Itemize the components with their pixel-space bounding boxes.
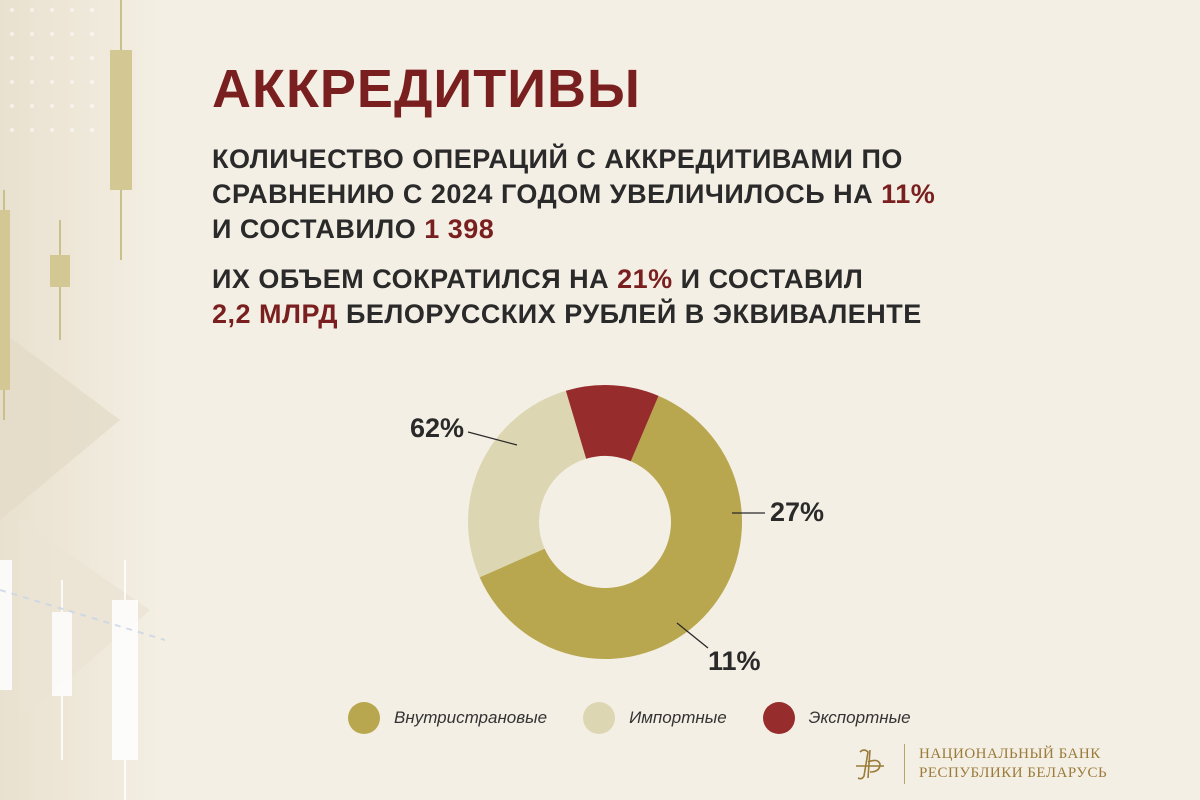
- legend-label-3: Экспортные: [808, 708, 911, 727]
- legend-swatch-2: [583, 702, 616, 734]
- brand-line-1: НАЦИОНАЛЬНЫЙ БАНК: [919, 746, 1101, 762]
- donut-slice-2: [468, 390, 587, 578]
- operations-growth-value: 11%: [881, 179, 936, 209]
- brand-name: НАЦИОНАЛЬНЫЙ БАНК РЕСПУБЛИКИ БЕЛАРУСЬ: [919, 745, 1107, 783]
- legend-swatch-1: [348, 702, 380, 734]
- operations-line-3: И СОСТАВИЛО: [212, 214, 425, 244]
- slice-label-2: 27%: [770, 497, 824, 527]
- operations-count-value: 1 398: [424, 214, 495, 244]
- slice-label-3: 11%: [708, 646, 761, 676]
- brand-line-2: РЕСПУБЛИКИ БЕЛАРУСЬ: [919, 765, 1108, 781]
- background-decoration: [0, 0, 165, 800]
- leader-line-3: [676, 622, 709, 649]
- legend-item-2: Импортные: [583, 702, 727, 734]
- volume-line-1: ИХ ОБЪЕМ СОКРАТИЛСЯ НА: [212, 264, 618, 294]
- operations-line-2: СРАВНЕНИЮ С 2024 ГОДОМ УВЕЛИЧИЛОСЬ НА: [212, 179, 882, 209]
- bank-logo-icon: [856, 749, 884, 780]
- volume-decline-value: 21%: [617, 264, 673, 294]
- legend-item-3: Экспортные: [762, 702, 911, 734]
- volume-summary: ИХ ОБЪЕМ СОКРАТИЛСЯ НА 21% И СОСТАВИЛ 2,…: [212, 262, 922, 332]
- legend-label-2: Импортные: [629, 708, 727, 727]
- volume-line-2: БЕЛОРУССКИХ РУБЛЕЙ В ЭКВИВАЛЕНТЕ: [338, 299, 922, 329]
- operations-summary: КОЛИЧЕСТВО ОПЕРАЦИЙ С АККРЕДИТИВАМИ ПО С…: [212, 142, 935, 247]
- volume-amount-value: 2,2 МЛРД: [212, 299, 339, 329]
- volume-line-1-end: И СОСТАВИЛ: [672, 264, 864, 294]
- brand-divider: [904, 744, 905, 784]
- slice-label-1: 62%: [410, 413, 464, 443]
- legend-label-1: Внутристрановые: [394, 708, 548, 727]
- operations-line-1: КОЛИЧЕСТВО ОПЕРАЦИЙ С АККРЕДИТИВАМИ ПО: [212, 144, 903, 174]
- legend-item-1: Внутристрановые: [348, 702, 547, 734]
- legend-swatch-3: [762, 702, 795, 734]
- brand-block: НАЦИОНАЛЬНЫЙ БАНК РЕСПУБЛИКИ БЕЛАРУСЬ: [850, 742, 1107, 786]
- donut-slice-1: [479, 395, 743, 659]
- donut-slice-3: [565, 385, 659, 462]
- leader-line-1: [467, 431, 518, 446]
- chart-legend: Внутристрановые Импортные Экспортные: [348, 702, 947, 734]
- page-title: АККРЕДИТИВЫ: [212, 59, 641, 119]
